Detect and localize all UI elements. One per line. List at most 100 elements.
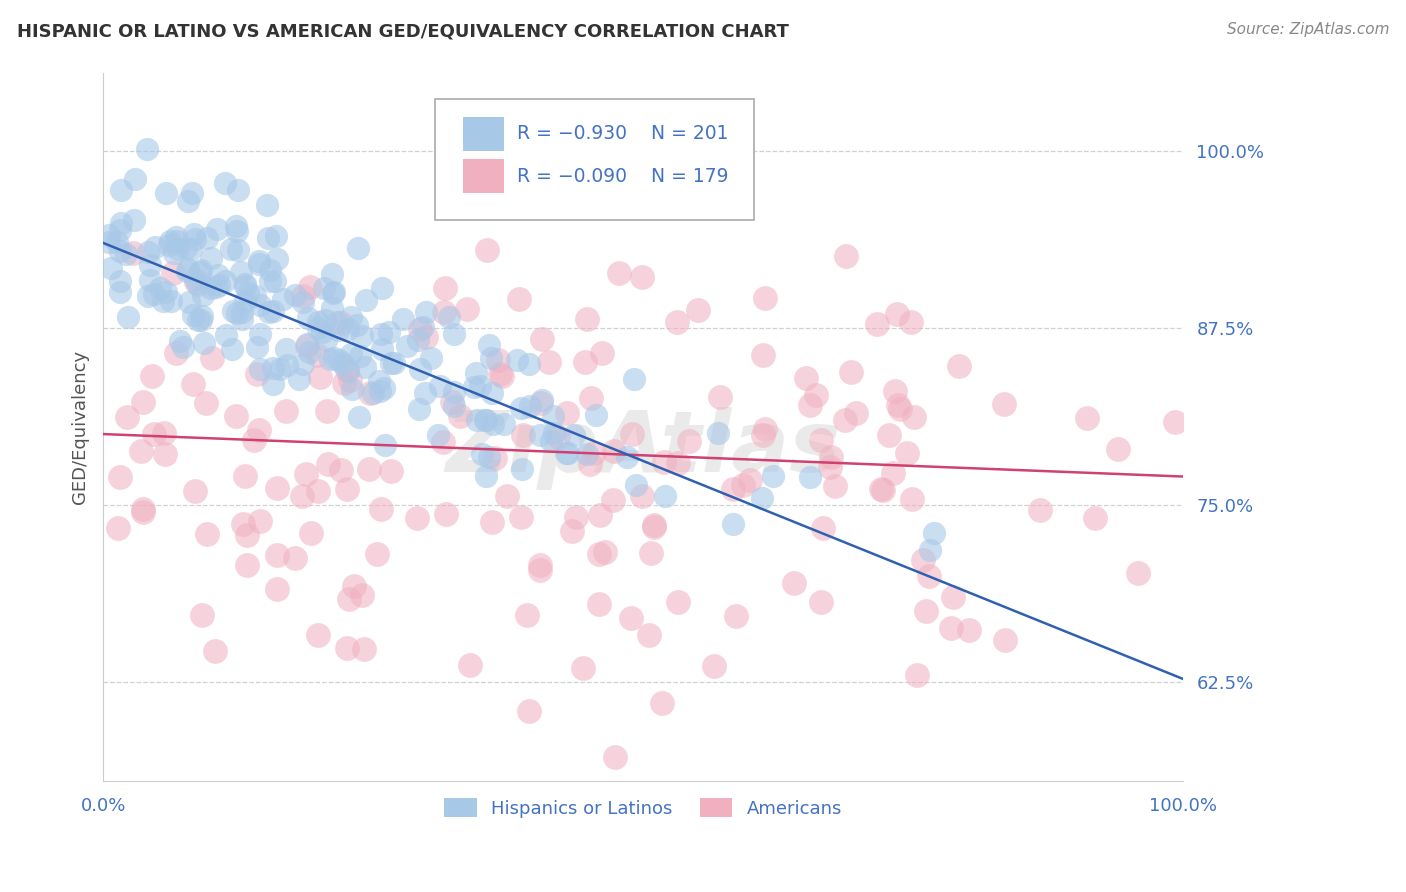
Point: [471, 447, 494, 461]
Point: [174, 241, 197, 255]
Point: [918, 569, 941, 583]
Point: [292, 294, 315, 309]
Point: [900, 315, 922, 329]
Point: [429, 379, 451, 393]
Point: [415, 385, 437, 400]
Point: [326, 323, 349, 337]
Point: [298, 279, 321, 293]
Point: [107, 235, 129, 249]
Point: [115, 246, 138, 260]
Point: [181, 377, 204, 392]
Point: [247, 254, 270, 268]
Point: [820, 450, 842, 464]
Point: [588, 508, 610, 522]
Point: [620, 610, 643, 624]
Point: [666, 595, 689, 609]
Point: [630, 269, 652, 284]
Point: [297, 337, 319, 351]
Point: [538, 355, 561, 369]
Point: [491, 369, 513, 384]
Point: [259, 305, 281, 319]
Point: [246, 340, 269, 354]
Point: [1107, 442, 1129, 456]
Point: [333, 376, 356, 390]
Point: [136, 289, 159, 303]
Point: [332, 357, 354, 371]
Point: [361, 386, 384, 401]
Point: [207, 268, 229, 282]
Point: [129, 444, 152, 458]
Point: [557, 406, 579, 420]
Point: [159, 234, 181, 248]
Point: [475, 468, 498, 483]
Point: [266, 252, 288, 266]
Point: [432, 434, 454, 449]
Point: [903, 410, 925, 425]
Point: [751, 491, 773, 505]
Point: [183, 227, 205, 242]
Point: [588, 547, 610, 561]
Point: [409, 322, 432, 336]
Point: [299, 525, 322, 540]
Point: [142, 287, 165, 301]
Point: [236, 558, 259, 573]
Point: [794, 370, 817, 384]
Point: [342, 383, 364, 397]
Point: [603, 749, 626, 764]
Point: [115, 410, 138, 425]
Point: [339, 373, 361, 387]
Point: [529, 558, 551, 572]
Point: [307, 315, 329, 329]
Point: [200, 252, 222, 266]
Point: [595, 545, 617, 559]
Point: [256, 198, 278, 212]
Point: [322, 285, 344, 300]
Point: [752, 348, 775, 362]
Point: [463, 380, 485, 394]
Point: [315, 404, 337, 418]
Point: [195, 526, 218, 541]
Point: [494, 417, 516, 431]
Point: [167, 243, 190, 257]
Point: [124, 171, 146, 186]
Point: [221, 342, 243, 356]
Point: [602, 493, 624, 508]
Point: [159, 294, 181, 309]
Point: [412, 320, 434, 334]
Point: [866, 317, 889, 331]
Point: [108, 223, 131, 237]
Point: [190, 309, 212, 323]
Point: [415, 330, 437, 344]
Point: [200, 281, 222, 295]
Point: [336, 364, 359, 378]
Point: [108, 470, 131, 484]
Point: [882, 466, 904, 480]
Point: [319, 351, 342, 366]
Point: [143, 427, 166, 442]
Point: [724, 608, 747, 623]
Point: [110, 183, 132, 197]
Point: [623, 372, 645, 386]
Point: [190, 263, 212, 277]
Point: [529, 563, 551, 577]
Point: [475, 413, 498, 427]
Point: [352, 588, 374, 602]
Point: [942, 591, 965, 605]
Point: [135, 142, 157, 156]
Point: [291, 489, 314, 503]
Point: [887, 398, 910, 412]
Point: [799, 398, 821, 412]
Point: [136, 245, 159, 260]
Point: [665, 315, 688, 329]
Point: [541, 409, 564, 424]
Point: [869, 482, 891, 496]
Point: [295, 467, 318, 481]
Point: [172, 340, 194, 354]
Point: [482, 417, 505, 431]
Point: [654, 489, 676, 503]
Point: [155, 186, 177, 201]
Point: [231, 265, 253, 279]
Point: [292, 357, 315, 371]
Point: [152, 293, 174, 308]
Point: [284, 551, 307, 566]
